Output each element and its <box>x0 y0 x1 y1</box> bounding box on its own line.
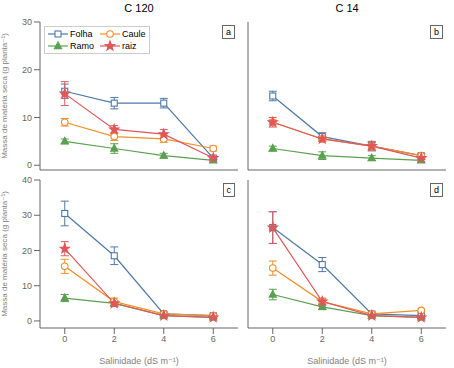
html-text:Caule: Caule <box>122 29 146 39</box>
svg-text:Massa de matéria seca (g plant: Massa de matéria seca (g planta⁻¹) <box>8 191 9 317</box>
svg-text:2: 2 <box>112 334 117 344</box>
svg-text:6: 6 <box>419 334 424 344</box>
svg-text:4: 4 <box>161 334 166 344</box>
html-text:c: c <box>226 185 231 195</box>
svg-text:Massa de matéria seca (g plant: Massa de matéria seca (g planta⁻¹) <box>8 33 9 159</box>
svg-text:Salinidade (dS m⁻¹): Salinidade (dS m⁻¹) <box>99 356 178 366</box>
svg-text:Salinidade (dS m⁻¹): Salinidade (dS m⁻¹) <box>307 356 386 366</box>
html-text:Folha: Folha <box>70 29 93 39</box>
svg-text:10: 10 <box>22 281 32 291</box>
html-text:a: a <box>226 27 231 37</box>
svg-text:20: 20 <box>22 65 32 75</box>
svg-text:6: 6 <box>211 334 216 344</box>
svg-text:0: 0 <box>27 160 32 170</box>
html-text:d: d <box>434 185 439 195</box>
svg-text:30: 30 <box>22 210 32 220</box>
svg-text:10: 10 <box>22 113 32 123</box>
svg-text:0: 0 <box>270 334 275 344</box>
html-text:raiz: raiz <box>122 41 137 51</box>
svg-text:20: 20 <box>22 246 32 256</box>
svg-text:2: 2 <box>320 334 325 344</box>
svg-text:30: 30 <box>22 17 32 27</box>
svg-text:4: 4 <box>369 334 374 344</box>
html-text:Ramo: Ramo <box>70 41 94 51</box>
svg-text:40: 40 <box>22 175 32 185</box>
html-text:b: b <box>434 27 439 37</box>
svg-text:0: 0 <box>62 334 67 344</box>
svg-text:0: 0 <box>27 316 32 326</box>
html-text:C 14: C 14 <box>335 2 359 14</box>
html-text:C 120: C 120 <box>124 2 154 14</box>
